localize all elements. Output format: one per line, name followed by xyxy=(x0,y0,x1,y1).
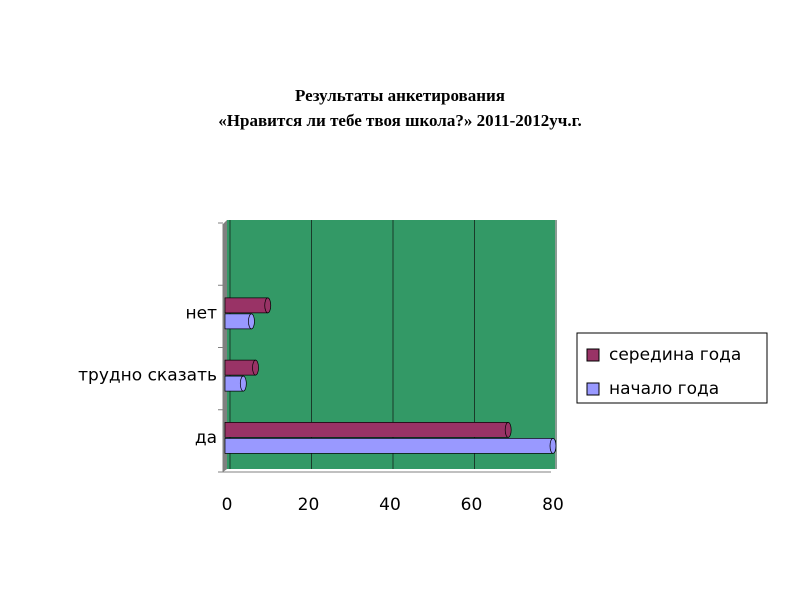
bar-part xyxy=(264,297,272,314)
legend-label: середина года xyxy=(609,345,741,365)
side-wall xyxy=(223,220,227,472)
y-tick-label: да xyxy=(195,428,217,448)
x-tick-label: 60 xyxy=(461,495,483,515)
bar-part xyxy=(224,297,269,314)
bar-part xyxy=(248,313,255,330)
legend-swatch xyxy=(586,348,600,362)
bar xyxy=(224,359,259,376)
y-tick-label: трудно сказать xyxy=(78,366,217,386)
legend-box xyxy=(576,332,768,404)
bar-part xyxy=(504,422,512,438)
x-tick-label: 40 xyxy=(379,495,401,515)
bar xyxy=(224,375,247,392)
bar-part xyxy=(224,422,509,438)
bar xyxy=(224,313,255,330)
y-tick-label: нет xyxy=(186,303,218,323)
bar-part xyxy=(224,313,252,330)
bar xyxy=(224,438,557,454)
legend-swatch xyxy=(586,382,600,396)
chart-subtitle: «Нравится ли тебе твоя школа?» 2011-2012… xyxy=(218,111,581,130)
x-tick-label: 0 xyxy=(222,495,233,515)
legend-label: начало года xyxy=(609,379,719,399)
bar-part xyxy=(549,438,557,454)
bar-part xyxy=(224,438,554,454)
x-tick-label: 80 xyxy=(542,495,564,515)
bar-part xyxy=(224,359,256,376)
bar xyxy=(224,297,272,314)
x-tick-label: 20 xyxy=(298,495,320,515)
bar-part xyxy=(239,375,247,392)
chart-title: Результаты анкетирования xyxy=(295,86,505,105)
bar-part xyxy=(252,359,259,376)
bar xyxy=(224,422,512,438)
